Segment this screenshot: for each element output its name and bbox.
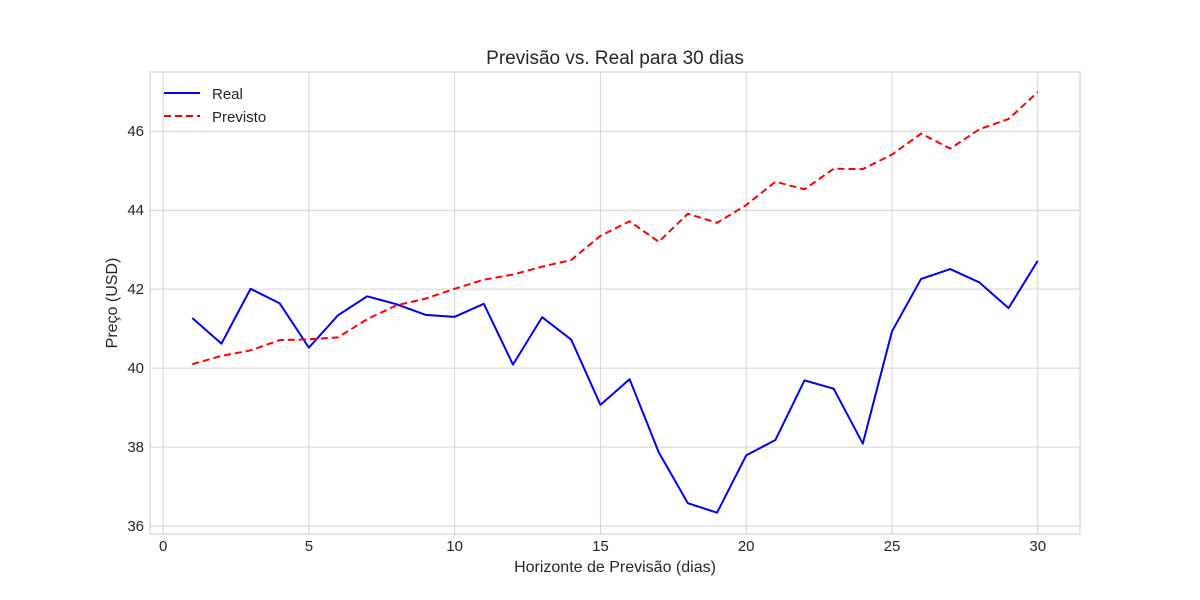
data-point-previsto <box>308 338 310 340</box>
data-point-real <box>774 439 776 441</box>
series-line-real <box>191 260 1039 514</box>
x-tick-label: 20 <box>738 538 755 555</box>
data-point-previsto <box>803 188 805 190</box>
data-point-real <box>308 347 310 349</box>
data-point-real <box>803 379 805 381</box>
data-point-real <box>570 339 572 341</box>
legend: Real Previsto <box>164 86 266 126</box>
data-point-real <box>366 295 368 297</box>
data-point-previsto <box>658 241 660 243</box>
series-lines <box>191 91 1039 514</box>
y-tick-label: 46 <box>127 123 144 140</box>
data-point-previsto <box>1008 118 1010 120</box>
data-point-previsto <box>949 148 951 150</box>
series-line-previsto <box>191 91 1039 366</box>
y-tick-label: 44 <box>127 202 144 219</box>
data-point-previsto <box>687 213 689 215</box>
data-point-previsto <box>978 128 980 130</box>
data-point-real <box>1037 260 1039 262</box>
data-point-previsto <box>250 349 252 351</box>
x-tick-label: 25 <box>884 538 901 555</box>
data-point-real <box>512 364 514 366</box>
data-point-real <box>483 303 485 305</box>
data-point-real <box>250 288 252 290</box>
data-point-previsto <box>891 154 893 156</box>
data-point-previsto <box>862 168 864 170</box>
x-tick-label: 5 <box>305 538 313 555</box>
data-point-previsto <box>1037 91 1039 93</box>
data-point-real <box>220 343 222 345</box>
data-point-previsto <box>425 298 427 300</box>
data-point-real <box>1008 307 1010 309</box>
grid-lines <box>150 72 1080 534</box>
data-point-previsto <box>454 288 456 290</box>
x-tick-label: 0 <box>159 538 167 555</box>
data-point-previsto <box>395 304 397 306</box>
data-point-previsto <box>366 318 368 320</box>
data-point-real <box>920 278 922 280</box>
data-point-real <box>687 502 689 504</box>
data-point-previsto <box>570 259 572 261</box>
plot-frame <box>149 71 1081 535</box>
legend-label-previsto: Previsto <box>212 109 266 126</box>
data-point-previsto <box>745 204 747 206</box>
x-tick-label: 10 <box>446 538 463 555</box>
chart-title: Previsão vs. Real para 30 dias <box>486 48 744 69</box>
data-point-previsto <box>483 279 485 281</box>
data-point-real <box>541 316 543 318</box>
data-point-previsto <box>541 266 543 268</box>
data-point-real <box>454 316 456 318</box>
data-point-real <box>337 314 339 316</box>
data-point-previsto <box>629 220 631 222</box>
data-point-real <box>629 378 631 380</box>
y-tick-label: 38 <box>127 439 144 456</box>
data-point-previsto <box>337 336 339 338</box>
data-point-previsto <box>191 363 193 365</box>
data-point-real <box>745 454 747 456</box>
x-axis-label: Horizonte de Previsão (dias) <box>514 559 716 576</box>
data-point-real <box>833 388 835 390</box>
data-point-previsto <box>774 181 776 183</box>
x-tick-label: 15 <box>592 538 609 555</box>
legend-label-real: Real <box>212 86 243 103</box>
data-point-real <box>279 302 281 304</box>
data-point-real <box>978 281 980 283</box>
data-point-previsto <box>512 274 514 276</box>
y-tick-label: 40 <box>127 360 144 377</box>
tick-labels: 0 5 10 15 20 25 30 36 38 40 42 44 46 <box>127 123 1046 555</box>
data-point-real <box>191 317 193 319</box>
data-point-previsto <box>279 339 281 341</box>
y-tick-label: 36 <box>127 518 144 535</box>
data-point-previsto <box>920 133 922 135</box>
data-point-previsto <box>716 222 718 224</box>
data-point-previsto <box>833 168 835 170</box>
data-point-real <box>891 330 893 332</box>
data-point-previsto <box>220 355 222 357</box>
data-point-previsto <box>599 235 601 237</box>
y-axis-label: Preço (USD) <box>104 258 121 349</box>
data-point-real <box>949 268 951 270</box>
y-tick-label: 42 <box>127 281 144 298</box>
data-point-real <box>862 443 864 445</box>
data-point-real <box>425 314 427 316</box>
data-point-real <box>599 404 601 406</box>
data-point-real <box>658 451 660 453</box>
x-tick-label: 30 <box>1029 538 1046 555</box>
data-point-real <box>716 512 718 514</box>
